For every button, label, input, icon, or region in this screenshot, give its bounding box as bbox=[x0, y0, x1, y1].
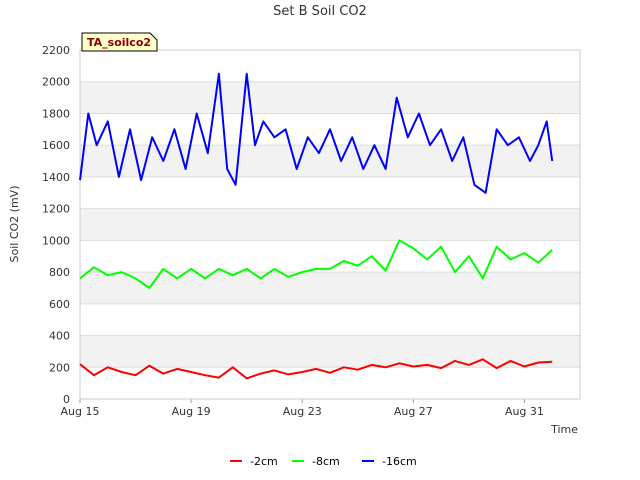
x-tick-label: Aug 15 bbox=[61, 405, 100, 418]
series-lines bbox=[79, 72, 554, 380]
legend-label: -16cm bbox=[382, 455, 417, 468]
y-tick-label: 1200 bbox=[42, 203, 70, 216]
tag-box: TA_soilco2 bbox=[81, 32, 158, 52]
series-line-8cm bbox=[79, 239, 553, 289]
background-bands bbox=[80, 81, 580, 368]
y-tick-label: 1400 bbox=[42, 171, 70, 184]
y-tick-label: 1800 bbox=[42, 107, 70, 120]
y-tick-label: 800 bbox=[49, 266, 70, 279]
band-1400 bbox=[80, 145, 580, 177]
x-tick-label: Aug 23 bbox=[283, 405, 322, 418]
x-axis-ticks: Aug 15 Aug 19 Aug 23 Aug 27 Aug 31 bbox=[61, 399, 544, 418]
series-line-16cm bbox=[79, 72, 554, 194]
tag-box-label: TA_soilco2 bbox=[87, 36, 151, 49]
legend-label: -8cm bbox=[312, 455, 340, 468]
y-tick-label: 400 bbox=[49, 330, 70, 343]
y-tick-label: 1600 bbox=[42, 139, 70, 152]
x-axis-label: Time bbox=[550, 423, 578, 436]
chart-title: Set B Soil CO2 bbox=[273, 4, 367, 19]
y-axis-label: Soil CO2 (mV) bbox=[8, 186, 21, 263]
tag-box-shape bbox=[81, 32, 158, 52]
y-tick-label: 1000 bbox=[42, 234, 70, 247]
band-600 bbox=[80, 272, 580, 304]
band-1000 bbox=[80, 208, 580, 241]
x-tick-label: Aug 19 bbox=[172, 405, 211, 418]
x-tick-label: Aug 27 bbox=[394, 405, 433, 418]
legend: -2cm -8cm -16cm bbox=[230, 455, 417, 468]
x-tick-label: Aug 31 bbox=[505, 405, 544, 418]
y-tick-label: 200 bbox=[49, 361, 70, 374]
band-200 bbox=[80, 335, 580, 368]
y-tick-label: 2000 bbox=[42, 76, 70, 89]
y-tick-label: 600 bbox=[49, 298, 70, 311]
band-1800 bbox=[80, 81, 580, 114]
y-tick-label: 0 bbox=[63, 393, 70, 406]
plot-border bbox=[79, 49, 581, 400]
series-line-2cm bbox=[79, 358, 553, 380]
legend-label: -2cm bbox=[250, 455, 278, 468]
y-tick-label: 2200 bbox=[42, 44, 70, 57]
y-axis-ticks: 0 200 400 600 800 1000 1200 1400 1600 1800 2000 220… bbox=[42, 44, 70, 406]
